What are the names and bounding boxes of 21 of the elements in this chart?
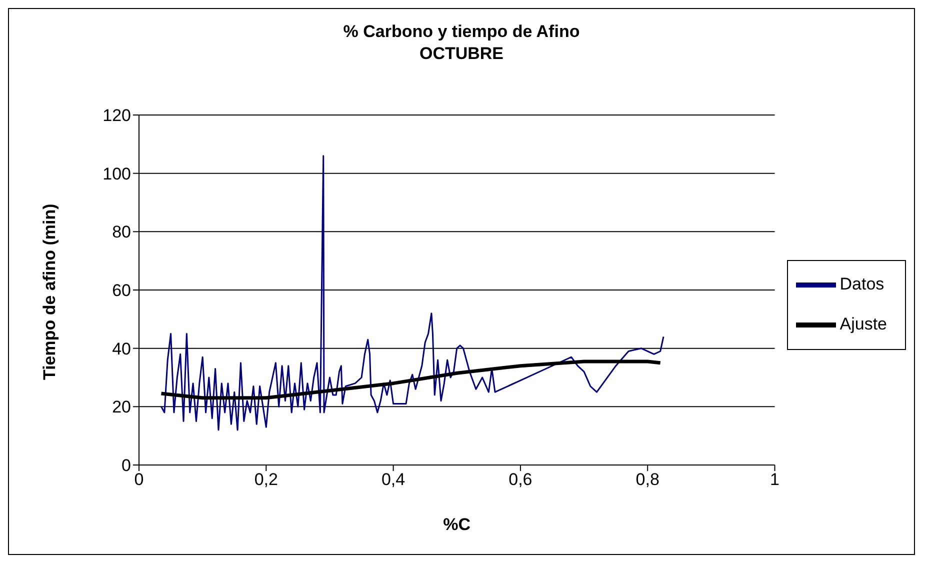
x-tick-label: 1	[770, 470, 780, 490]
y-tick-label: 40	[112, 339, 131, 358]
legend-label: Ajuste	[840, 314, 887, 334]
y-tick-label: 60	[112, 281, 131, 300]
x-axis-title: %C	[443, 515, 471, 534]
x-tick-label: 0	[134, 470, 144, 490]
y-axis-title: Tiempo de afino (min)	[40, 204, 60, 380]
legend-label: Datos	[840, 274, 884, 294]
line-series	[160, 360, 662, 400]
x-tick-label: 0,2	[254, 470, 278, 490]
chart-subtitle: OCTUBRE	[418, 43, 505, 65]
x-tick-label: 0,4	[381, 470, 406, 490]
chart-title: % Carbono y tiempo de Afino	[342, 21, 581, 43]
y-tick-label: 100	[102, 164, 131, 184]
line-series	[160, 155, 664, 431]
y-tick-label: 20	[112, 398, 131, 417]
x-tick-label: 0,6	[508, 470, 532, 490]
y-tick-label: 80	[112, 222, 131, 242]
x-tick-label: 0,8	[636, 470, 660, 490]
y-tick-label: 0	[122, 456, 131, 476]
y-tick-label: 120	[102, 106, 131, 126]
